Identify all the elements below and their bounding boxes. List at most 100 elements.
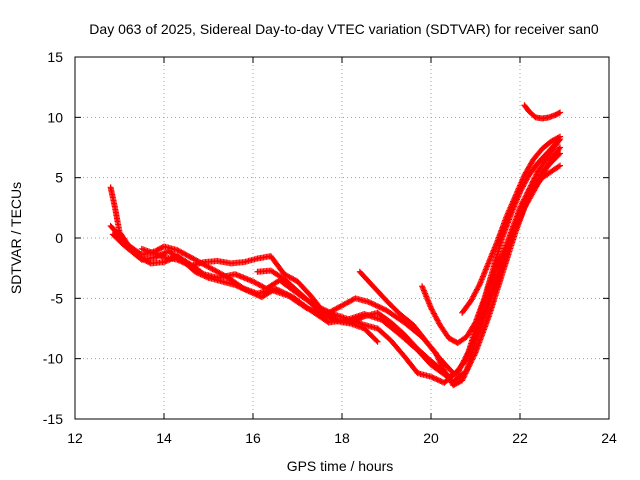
y-tick-label: 15: [47, 49, 63, 65]
data-point: [357, 315, 364, 322]
data-point: [371, 301, 378, 308]
data-point: [433, 376, 440, 383]
data-point: [450, 370, 457, 377]
data-point: [241, 286, 248, 293]
data-point: [358, 314, 365, 321]
data-point: [471, 320, 478, 327]
data-point: [244, 287, 251, 294]
data-point: [434, 376, 441, 383]
data-point: [449, 369, 456, 376]
x-tick-label: 20: [423, 430, 439, 446]
data-point: [329, 315, 336, 322]
y-tick-label: 10: [47, 109, 63, 125]
grid: [75, 57, 609, 419]
data-point: [276, 287, 283, 294]
data-point: [557, 109, 564, 116]
data-point: [557, 133, 564, 140]
data-point: [272, 285, 279, 292]
data-point: [354, 316, 361, 323]
data-point: [240, 285, 247, 292]
series-track-4: [138, 144, 564, 380]
data-point: [530, 176, 537, 183]
data-point: [331, 317, 338, 324]
y-tick-label: -15: [43, 411, 63, 427]
data-point: [378, 304, 385, 311]
data-point: [323, 313, 330, 320]
data-point: [281, 290, 288, 297]
x-tick-label: 12: [67, 430, 83, 446]
y-tick-label: -10: [43, 351, 63, 367]
data-point: [182, 260, 189, 267]
data-point: [252, 291, 259, 298]
data-point: [325, 314, 332, 321]
data-point: [284, 291, 291, 298]
y-tick-label: 5: [55, 170, 63, 186]
data-point: [254, 292, 261, 299]
data-point: [246, 288, 253, 295]
data-point: [525, 186, 532, 193]
data-point: [287, 292, 294, 299]
data-point: [430, 374, 437, 381]
data-point: [280, 289, 287, 296]
data-point: [555, 134, 562, 141]
data-point: [242, 286, 249, 293]
data-point: [326, 314, 333, 321]
data-point: [530, 178, 537, 185]
data-point: [175, 257, 182, 264]
data-point: [432, 375, 439, 382]
data-point: [277, 288, 284, 295]
data-point: [232, 282, 239, 289]
data-point: [178, 258, 185, 265]
data-point: [459, 375, 466, 382]
data-point: [183, 260, 190, 267]
data-point: [199, 270, 206, 277]
data-point: [249, 289, 256, 296]
data-point: [327, 315, 334, 322]
y-tick-label: 0: [55, 230, 63, 246]
x-tick-label: 14: [156, 430, 172, 446]
data-point: [373, 337, 380, 344]
data-point: [333, 317, 340, 324]
data-point: [374, 338, 381, 345]
x-tick-label: 24: [601, 430, 617, 446]
data-point: [375, 303, 382, 310]
data-point: [273, 286, 280, 293]
data-point: [380, 306, 387, 313]
data-series: [107, 102, 564, 389]
data-point: [532, 174, 539, 181]
data-point: [459, 377, 466, 384]
x-axis-label: GPS time / hours: [287, 458, 394, 474]
data-point: [525, 188, 532, 195]
data-point: [531, 175, 538, 182]
data-point: [365, 298, 372, 305]
data-point: [372, 302, 379, 309]
y-axis-ticks: -15 -10 -5 0 5 10 15: [43, 49, 609, 427]
data-point: [555, 163, 562, 170]
data-point: [181, 259, 188, 266]
data-point: [245, 288, 252, 295]
series-track-8: [459, 133, 564, 316]
data-point: [253, 291, 260, 298]
x-axis-ticks: 12 14 16 18 20 22 24: [67, 57, 617, 446]
data-point: [367, 299, 374, 306]
data-point: [233, 282, 240, 289]
data-point: [369, 300, 376, 307]
data-point: [555, 110, 562, 117]
data-point: [379, 305, 386, 312]
x-tick-label: 18: [334, 430, 350, 446]
data-point: [556, 145, 563, 152]
data-point: [533, 171, 540, 178]
data-point: [527, 183, 534, 190]
data-point: [238, 285, 245, 292]
data-point: [526, 185, 533, 192]
series-track-9: [521, 102, 564, 122]
data-point: [557, 144, 564, 151]
data-point: [359, 314, 366, 321]
data-point: [527, 182, 534, 189]
chart-title: Day 063 of 2025, Sidereal Day-to-day VTE…: [89, 21, 599, 37]
y-axis-label: SDTVAR / TECUs: [8, 182, 24, 294]
data-point: [179, 259, 186, 266]
data-point: [274, 286, 281, 293]
series-track-7: [419, 136, 564, 346]
